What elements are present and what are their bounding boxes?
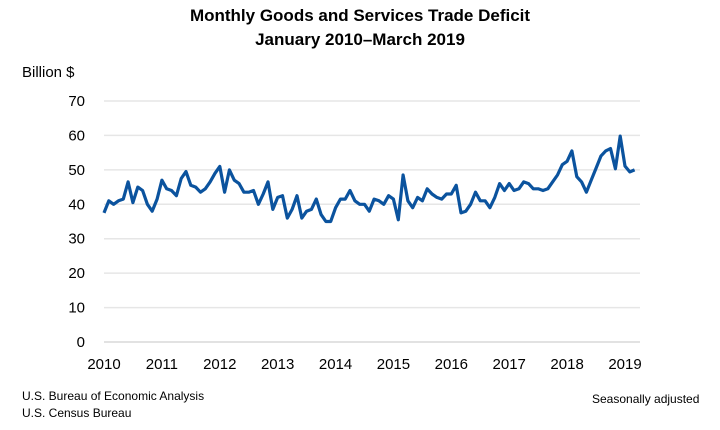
x-tick-label: 2013	[261, 356, 294, 373]
y-tick-label: 30	[68, 231, 85, 248]
x-tick-label: 2018	[550, 356, 583, 373]
x-tick-label: 2011	[146, 356, 178, 373]
y-tick-label: 20	[68, 265, 85, 282]
y-axis-label: Billion $	[22, 64, 75, 81]
source-bea: U.S. Bureau of Economic Analysis	[22, 389, 205, 403]
x-tick-label: 2016	[435, 356, 468, 373]
chart-title: Monthly Goods and Services Trade Deficit	[189, 6, 531, 25]
x-tick-label: 2014	[319, 356, 352, 373]
source-census: U.S. Census Bureau	[22, 406, 132, 420]
y-tick-label: 50	[68, 162, 85, 179]
x-tick-label: 2010	[87, 356, 120, 373]
y-tick-label: 10	[68, 300, 85, 317]
x-tick-label: 2019	[608, 356, 641, 373]
seasonal-note: Seasonally adjusted	[592, 392, 700, 406]
series-line	[102, 134, 636, 224]
x-tick-label: 2015	[377, 356, 410, 373]
chart-subtitle: January 2010–March 2019	[255, 30, 465, 49]
y-tick-label: 40	[68, 196, 85, 213]
y-tick-label: 60	[68, 127, 85, 144]
y-tick-label: 70	[68, 93, 85, 110]
x-tick-label: 2012	[203, 356, 236, 373]
x-tick-label: 2017	[493, 356, 526, 373]
y-tick-label: 0	[77, 334, 85, 351]
